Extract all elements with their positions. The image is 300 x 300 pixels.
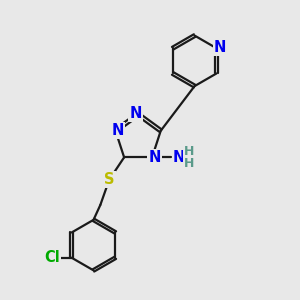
Text: S: S (104, 172, 115, 187)
Text: N: N (112, 123, 124, 138)
Text: N: N (214, 40, 226, 55)
Text: N: N (130, 106, 142, 121)
Text: H: H (184, 145, 194, 158)
Text: Cl: Cl (44, 250, 60, 265)
Text: H: H (184, 157, 194, 170)
Text: N: N (172, 150, 185, 165)
Text: N: N (148, 150, 161, 165)
